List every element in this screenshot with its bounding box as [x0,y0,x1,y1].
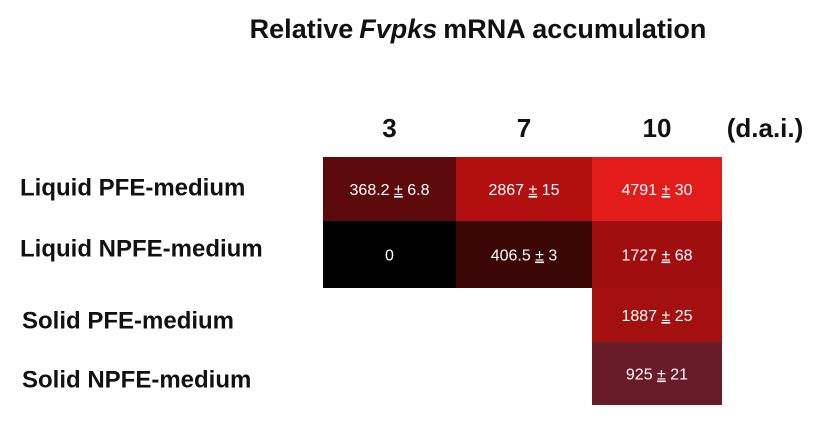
heatmap-cell [592,157,722,221]
heatmap-cell [456,157,592,221]
heatmap-cell [323,157,456,221]
column-header: 7 [517,113,531,143]
heatmap-cell [592,342,722,405]
cell-label: 368.2 ± 6.8 [350,182,430,199]
cell-label: 1727 ± 68 [621,248,692,265]
cell-label: 0 [385,248,394,265]
row-label: Liquid NPFE-medium [20,235,263,262]
title-part: mRNA accumulation [443,14,707,44]
cell-label: 2867 ± 15 [488,182,559,199]
title-part: Fvpks [359,14,438,44]
cell-label: 1887 ± 25 [621,308,692,325]
x-axis-label: (d.a.i.) [727,113,804,143]
cell-label: 4791 ± 30 [621,182,692,199]
cell-label: 925 ± 21 [626,367,688,384]
row-label: Solid NPFE-medium [22,366,251,393]
row-label: Liquid PFE-medium [20,174,245,201]
cell-label: 406.5 ± 3 [491,248,558,265]
heatmap-cell [323,221,456,288]
heatmap-cell [456,221,592,288]
title-part: Relative [249,14,354,44]
row-label: Solid PFE-medium [22,307,234,334]
column-header: 3 [382,113,396,143]
heatmap-cell [592,288,722,342]
heatmap-cell [592,221,722,288]
chart-title: Relative Fvpks mRNA accumulation [0,14,827,45]
column-header: 10 [643,113,672,143]
